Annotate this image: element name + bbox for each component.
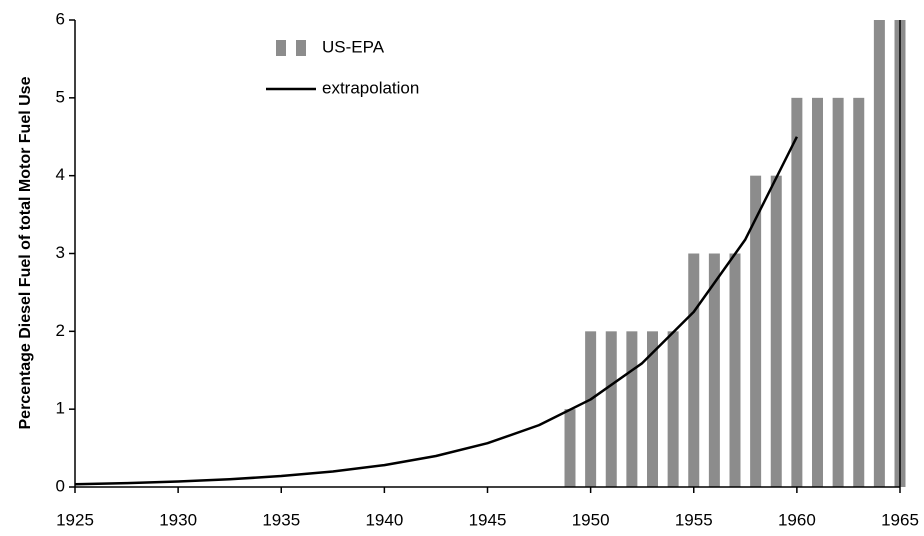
line [74,136,798,486]
bar [873,20,885,487]
y-tick-label: 5 [56,87,65,106]
bar [626,331,638,487]
bar [667,331,679,487]
legend-label: extrapolation [322,78,419,97]
bar [585,331,597,487]
legend-label: US-EPA [322,37,385,56]
bar [812,97,823,487]
y-tick-label: 4 [56,165,65,184]
x-tick-label: 1940 [365,510,403,529]
y-tick-label: 0 [56,476,65,495]
y-tick-label: 1 [56,399,65,418]
bar [853,97,865,487]
y-tick-label: 3 [56,243,65,262]
bar [688,253,700,487]
x-tick-label: 1945 [469,510,507,529]
bar [708,253,720,487]
legend-swatch [276,40,286,56]
x-tick-label: 1965 [881,510,919,529]
bar [647,331,658,487]
y-axis-label: Percentage Diesel Fuel of total Motor Fu… [17,76,34,429]
bar [791,97,803,487]
bar [832,97,844,487]
legend-swatch [296,40,306,56]
x-tick-label: 1925 [56,510,94,529]
x-tick-label: 1930 [159,510,197,529]
bar [729,253,741,487]
bar [750,175,762,487]
bar [770,175,782,487]
y-tick-label: 6 [56,9,65,28]
x-tick-label: 1935 [262,510,300,529]
y-tick-label: 2 [56,321,65,340]
bar [605,331,617,487]
x-tick-label: 1955 [675,510,713,529]
bar [564,409,576,487]
x-tick-label: 1960 [778,510,816,529]
x-tick-label: 1950 [572,510,610,529]
